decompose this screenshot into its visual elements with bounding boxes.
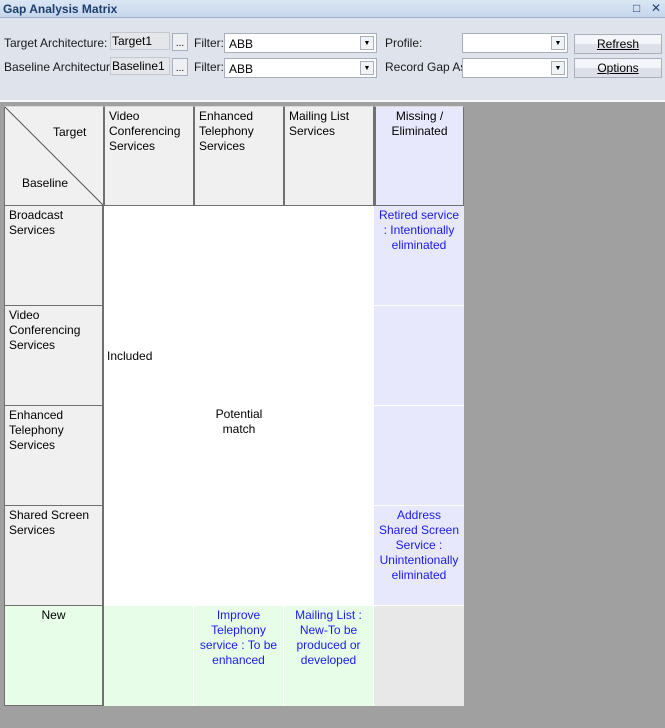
column-header[interactable]: Mailing List Services [284, 106, 374, 206]
baseline-architecture-label: Baseline Architecture: [4, 60, 121, 74]
options-button[interactable]: Options [574, 58, 662, 78]
target-architecture-field[interactable]: Target1 [110, 32, 170, 50]
diagonal-line [5, 107, 103, 205]
column-header[interactable]: Enhanced Telephony Services [194, 106, 284, 206]
refresh-button[interactable]: Refresh [574, 34, 662, 54]
missing-cell[interactable]: Address Shared Screen Service : Unintent… [374, 506, 464, 606]
row-header[interactable]: Enhanced Telephony Services [4, 406, 104, 506]
close-icon[interactable]: ✕ [651, 1, 662, 15]
baseline-browse-button[interactable]: ... [172, 58, 188, 76]
row-header[interactable]: Shared Screen Services [4, 506, 104, 606]
target-filter-dropdown[interactable]: ABB ▼ [224, 33, 377, 53]
new-cell[interactable]: Mailing List : New-To be produced or dev… [284, 606, 374, 706]
filter-label: Filter: [194, 60, 224, 74]
new-cell[interactable] [104, 606, 194, 706]
refresh-label: Refresh [596, 37, 640, 51]
missing-cell[interactable] [374, 306, 464, 406]
dropdown-arrow-icon[interactable]: ▼ [551, 36, 565, 50]
options-label: Options [597, 61, 639, 75]
corner-target-label: Target [53, 125, 87, 139]
filter-value: ABB [229, 37, 254, 51]
new-cell[interactable]: Improve Telephony service : To be enhanc… [194, 606, 284, 706]
dropdown-arrow-icon[interactable]: ▼ [551, 61, 565, 75]
title-bar: Gap Analysis Matrix □ ✕ [0, 0, 665, 18]
filter-label: Filter: [194, 36, 224, 50]
row-header-new[interactable]: New [4, 606, 104, 706]
missing-cell[interactable]: Retired service : Intentionally eliminat… [374, 206, 464, 306]
record-gap-label: Record Gap As: [385, 60, 470, 74]
column-header-missing[interactable]: Missing / Eliminated [374, 106, 464, 206]
potential-match-label[interactable]: Potential match [215, 407, 263, 436]
filter-value: ABB [229, 62, 254, 76]
dropdown-arrow-icon[interactable]: ▼ [360, 61, 374, 75]
target-architecture-label: Target Architecture: [4, 36, 108, 50]
record-gap-dropdown[interactable]: ▼ [462, 58, 568, 78]
column-header[interactable]: Video Conferencing Services [104, 106, 194, 206]
toolbar: Target Architecture: Target1 ... Filter:… [0, 18, 665, 102]
new-missing-cell [374, 606, 464, 706]
included-label[interactable]: Included [107, 349, 153, 363]
profile-dropdown[interactable]: ▼ [462, 33, 568, 53]
maximize-icon[interactable]: □ [633, 1, 641, 15]
corner-baseline-label: Baseline [22, 176, 69, 190]
window-title: Gap Analysis Matrix [3, 2, 118, 16]
baseline-filter-dropdown[interactable]: ABB ▼ [224, 58, 377, 78]
corner-cell: Target Baseline [4, 106, 104, 206]
profile-label: Profile: [385, 36, 423, 50]
dropdown-arrow-icon[interactable]: ▼ [360, 36, 374, 50]
baseline-architecture-field[interactable]: Baseline1 [110, 57, 170, 75]
row-header[interactable]: Video Conferencing Services [4, 306, 104, 406]
missing-cell[interactable] [374, 406, 464, 506]
row-header[interactable]: Broadcast Services [4, 206, 104, 306]
target-browse-button[interactable]: ... [172, 33, 188, 51]
